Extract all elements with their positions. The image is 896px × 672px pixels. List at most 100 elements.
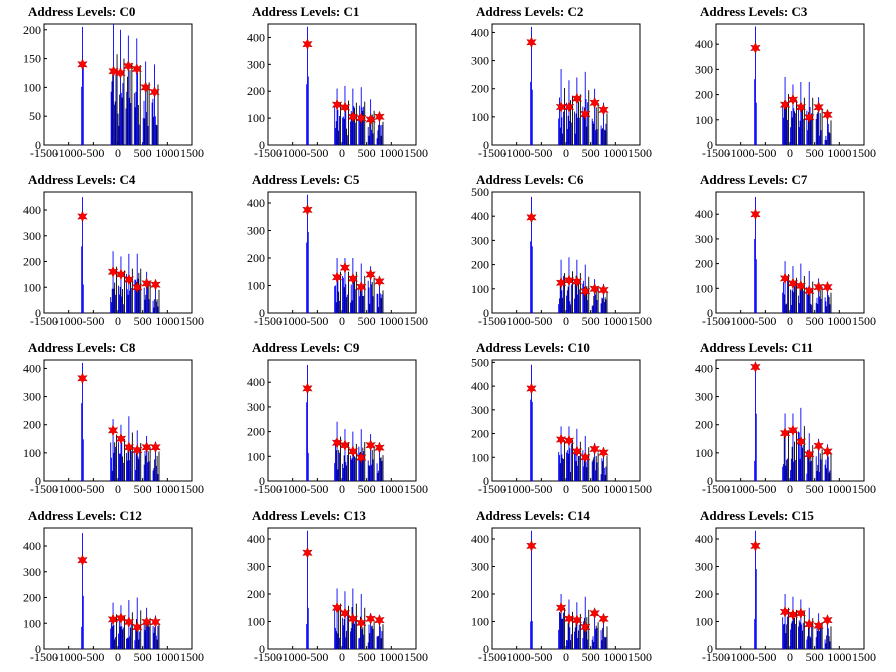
- chart-title: Address Levels: C6: [476, 172, 584, 187]
- star-marker: [563, 434, 575, 447]
- star-marker: [526, 539, 537, 552]
- star-marker: [580, 285, 591, 298]
- chart-panel-c15: Address Levels: C15 0 100 200 300 400 -1500 -10…: [672, 504, 896, 672]
- x-tick-label: 500: [358, 314, 376, 328]
- chart-title: Address Levels: C12: [28, 508, 142, 523]
- x-tick-label: 1000: [155, 146, 179, 160]
- star-marker: [822, 281, 833, 294]
- x-tick-label: 1000: [603, 482, 627, 496]
- star-marker: [356, 112, 367, 125]
- x-tick-label: 1500: [404, 314, 428, 328]
- chart-title: Address Levels: C4: [28, 172, 136, 187]
- y-tick-label: 100: [695, 446, 713, 460]
- axes-frame: [491, 23, 641, 146]
- chart-title: Address Levels: C11: [700, 340, 814, 355]
- x-tick-label: -1500: [254, 482, 282, 496]
- x-tick-label: -1000: [727, 146, 755, 160]
- x-tick-label: 1500: [628, 482, 652, 496]
- chart-panel-c4: Address Levels: C4 0 100 200 300 400 -1500 -100…: [0, 168, 224, 336]
- x-tick-label: 500: [806, 146, 824, 160]
- star-marker: [374, 275, 385, 288]
- star-marker: [149, 85, 160, 99]
- x-tick-label: 0: [787, 482, 793, 496]
- y-tick-label: 200: [695, 88, 713, 102]
- y-tick-label: 400: [695, 37, 713, 51]
- y-tick-label: 200: [695, 418, 713, 432]
- x-tick-label: 0: [787, 146, 793, 160]
- chart-svg: 0 100 200 300 400 -1500-1000 -500 0 500 1000 1500: [695, 527, 876, 664]
- y-tick-label: 400: [695, 532, 713, 546]
- axes-frame: [267, 23, 417, 146]
- y-tick-label: 300: [471, 54, 489, 68]
- axes-frame: [43, 359, 193, 482]
- x-tick-label: 1500: [180, 650, 204, 664]
- x-tick-label: -500: [82, 650, 104, 664]
- x-tick-label: -1000: [727, 314, 755, 328]
- x-tick-label: 500: [134, 650, 152, 664]
- star-marker: [822, 614, 833, 627]
- y-tick-label: 300: [695, 232, 713, 246]
- axes-frame: [43, 527, 193, 650]
- y-tick-label: 400: [23, 361, 41, 375]
- chart-panel-c3: Address Levels: C3 0 100 200 300 400 -1500 -100…: [672, 0, 896, 168]
- y-tick-label: 0: [35, 642, 41, 656]
- chart-panel-c5: Address Levels: C5 0 100 200 300 400 -1500 -100…: [224, 168, 448, 336]
- y-tick-label: 0: [707, 138, 713, 152]
- x-tick-label: -500: [306, 482, 328, 496]
- star-marker: [374, 614, 385, 627]
- x-tick-label: -1500: [702, 650, 730, 664]
- x-tick-label: 1000: [827, 650, 851, 664]
- axes-frame: [491, 527, 641, 650]
- star-marker: [115, 612, 127, 625]
- chart-panel-c6: Address Levels: C6 0 100 200 300 400 500 -1500-…: [448, 168, 672, 336]
- x-tick-label: -500: [530, 482, 552, 496]
- star-marker: [339, 439, 351, 452]
- x-tick-label: 0: [339, 314, 345, 328]
- star-marker: [555, 100, 567, 114]
- star-marker: [331, 601, 343, 614]
- y-tick-label: 100: [247, 615, 265, 629]
- y-tick-label: 0: [483, 474, 489, 488]
- x-tick-label: 1000: [827, 146, 851, 160]
- y-tick-label: 400: [471, 25, 489, 39]
- x-tick-label: 1500: [180, 482, 204, 496]
- y-tick-label: 100: [695, 281, 713, 295]
- x-tick-label: 500: [134, 146, 152, 160]
- x-tick-label: 500: [582, 482, 600, 496]
- star-marker: [787, 93, 799, 106]
- x-tick-label: 1500: [180, 146, 204, 160]
- y-tick-label: 400: [471, 379, 489, 393]
- star-marker: [302, 546, 313, 559]
- star-marker: [787, 424, 799, 437]
- star-marker: [347, 612, 359, 625]
- star-marker: [107, 424, 119, 437]
- y-tick-label: 0: [483, 138, 489, 152]
- star-marker: [804, 448, 815, 461]
- y-tick-label: 400: [23, 203, 41, 217]
- chart-panel-c9: Address Levels: C9 0 100 200 300 400 -1500 -100…: [224, 336, 448, 504]
- star-marker: [787, 277, 799, 290]
- axes-frame: [43, 191, 193, 314]
- x-tick-label: 500: [806, 650, 824, 664]
- y-tick-label: 300: [23, 229, 41, 243]
- x-tick-label: 0: [115, 314, 121, 328]
- y-tick-label: 100: [471, 615, 489, 629]
- x-tick-label: 500: [582, 146, 600, 160]
- y-tick-label: 200: [23, 255, 41, 269]
- axes-frame: [715, 527, 865, 650]
- star-marker: [77, 210, 88, 223]
- star-marker: [598, 612, 609, 625]
- star-marker: [339, 261, 351, 274]
- x-tick-label: 1500: [852, 146, 876, 160]
- y-tick-label: 100: [23, 280, 41, 294]
- chart-title: Address Levels: C8: [28, 340, 136, 355]
- x-tick-label: -1000: [727, 650, 755, 664]
- star-marker: [563, 612, 575, 625]
- x-tick-label: 0: [787, 314, 793, 328]
- star-marker: [555, 601, 567, 614]
- x-tick-label: -1500: [478, 650, 506, 664]
- star-marker: [302, 203, 313, 216]
- y-tick-label: 200: [471, 587, 489, 601]
- star-marker: [365, 113, 376, 126]
